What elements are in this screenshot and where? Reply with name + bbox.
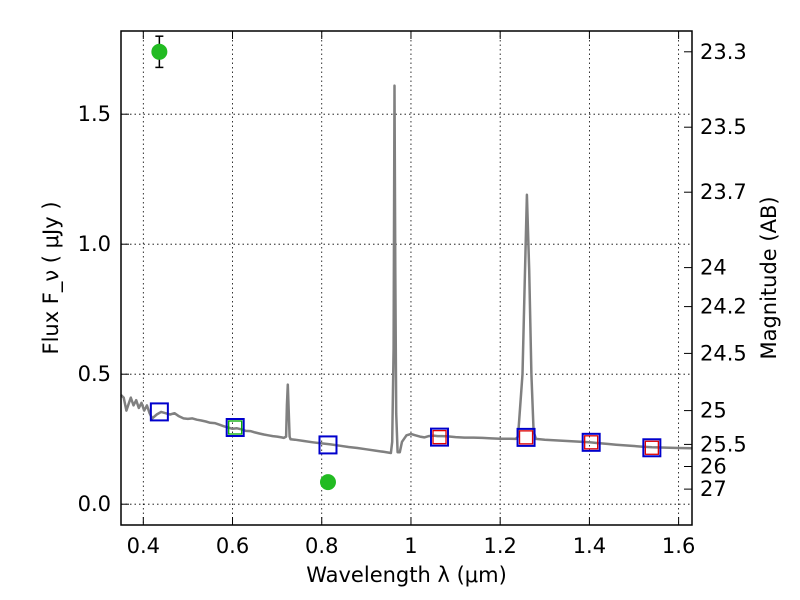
- model-photometry-marker: [516, 427, 536, 447]
- grid-lines: [121, 31, 692, 525]
- detection-point: [151, 43, 168, 60]
- observed-photometry-marker: [584, 435, 599, 450]
- right-tick-label: 23.5: [700, 115, 747, 139]
- right-tick-label: 24: [700, 256, 727, 280]
- model-photometry-marker: [149, 402, 169, 422]
- model-photometry-marker: [225, 418, 245, 437]
- model-photometry-marker: [581, 432, 601, 452]
- x-tick-label: 0.6: [216, 534, 249, 558]
- observed-photometry-marker: [432, 429, 447, 445]
- x-tick-label: 1: [404, 534, 417, 558]
- model-photometry-marker: [430, 427, 450, 447]
- detection-point: [319, 474, 336, 491]
- y-tick-label: 0.5: [78, 362, 111, 386]
- right-tick-label: 25.5: [700, 432, 747, 456]
- plot-frame: [120, 30, 693, 526]
- right-tick-label: 24.5: [700, 341, 747, 365]
- model-photometry-marker: [318, 435, 338, 455]
- right-tick-label: 27: [700, 477, 727, 501]
- y-tick-label: 1.0: [78, 232, 111, 256]
- x-axis-title: Wavelength λ (μm): [306, 563, 507, 587]
- y-tick-label: 0.0: [78, 492, 111, 516]
- spectrum-line: [120, 84, 693, 455]
- right-tick-label: 23.7: [700, 180, 747, 204]
- observed-photometry-marker: [228, 420, 243, 435]
- x-tick-label: 1.6: [662, 534, 695, 558]
- y-tick-label: 1.5: [78, 102, 111, 126]
- right-tick-label: 24.2: [700, 295, 747, 319]
- y-axis-title: Flux F_ν ( μJy ): [39, 201, 64, 354]
- right-tick-label: 26: [700, 455, 727, 479]
- x-axis-ticks: 0.4 0.6 0.8 1 1.2 1.4 1.6: [127, 31, 695, 558]
- x-tick-label: 0.8: [305, 534, 338, 558]
- x-tick-label: 1.4: [573, 534, 606, 558]
- observed-photometry-marker: [644, 440, 660, 455]
- y-axis-ticks: 0.0 0.5 1.0 1.5: [78, 102, 129, 516]
- model-photometry-marker: [642, 438, 662, 458]
- plot-area: [120, 35, 693, 491]
- right-axis-title: Magnitude (AB): [757, 196, 781, 359]
- right-tick-label: 25: [700, 399, 727, 423]
- observed-photometry-marker: [518, 430, 534, 445]
- x-tick-label: 1.2: [483, 534, 516, 558]
- right-tick-label: 23.3: [700, 40, 747, 64]
- x-tick-label: 0.4: [127, 534, 160, 558]
